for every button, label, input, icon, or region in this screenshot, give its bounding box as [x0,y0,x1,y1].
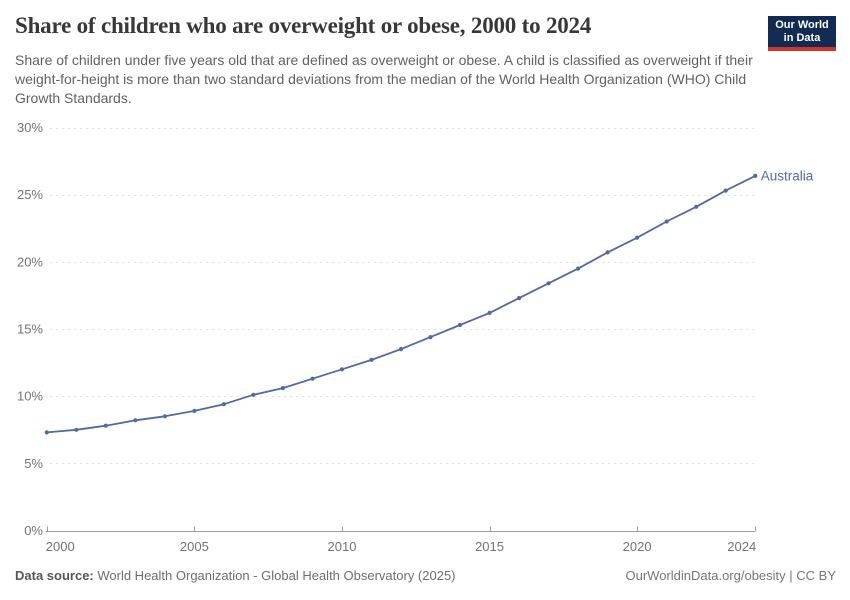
data-point[interactable] [192,408,197,413]
footer-link[interactable]: OurWorldinData.org/obesity | CC BY [625,568,837,583]
data-point[interactable] [723,188,728,193]
x-axis-tick-label: 2010 [328,539,357,554]
y-axis-tick-label: 0% [24,523,43,538]
chart-subtitle: Share of children under five years old t… [15,52,753,106]
data-point[interactable] [74,427,79,432]
data-point[interactable] [44,430,49,435]
y-axis-tick-label: 25% [17,187,43,202]
page-title: Share of children who are overweight or … [15,13,592,38]
series-label[interactable]: Australia [761,168,814,183]
y-axis-tick-label: 30% [17,120,43,135]
y-axis-tick-label: 5% [24,456,43,471]
chart-footer: Data source: World Health Organization -… [15,568,836,583]
y-axis-tick-label: 10% [17,389,43,404]
data-point[interactable] [546,281,551,286]
data-source-label: Data source: [15,568,94,583]
x-axis-tick-label: 2005 [180,539,209,554]
data-point[interactable] [664,219,669,224]
data-point[interactable] [133,418,138,423]
data-point[interactable] [694,204,699,209]
owid-logo-line1: Our World [775,19,829,31]
x-axis-tick-label: 2000 [46,539,75,554]
data-point[interactable] [487,310,492,315]
owid-logo-line2: in Data [783,32,821,44]
data-point[interactable] [251,392,256,397]
x-axis-tick-label: 2020 [623,539,652,554]
data-point[interactable] [339,367,345,372]
data-source: Data source: World Health Organization -… [15,568,456,583]
owid-logo-box: Our World in Data [768,16,836,47]
x-axis-tick-label: 2024 [727,539,756,554]
data-point[interactable] [310,376,315,381]
data-point[interactable] [162,414,167,419]
owid-logo[interactable]: Our World in Data [768,16,836,51]
data-line-australia[interactable] [46,175,756,434]
data-point[interactable] [753,173,758,178]
data-point[interactable] [221,402,226,407]
y-axis-tick-label: 20% [17,254,43,269]
data-point[interactable] [369,357,374,362]
data-source-text: World Health Organization - Global Healt… [93,568,456,583]
data-point[interactable] [398,347,404,352]
data-point[interactable] [457,322,463,328]
x-axis-tick-label: 2015 [475,539,504,554]
data-point[interactable] [605,250,610,255]
data-point[interactable] [103,423,108,428]
y-axis-tick-label: 15% [17,322,43,337]
data-point[interactable] [280,386,285,391]
data-point[interactable] [635,235,640,240]
data-point[interactable] [517,296,522,301]
owid-logo-stripe [768,47,836,51]
data-point[interactable] [576,266,581,271]
data-point[interactable] [428,335,433,340]
